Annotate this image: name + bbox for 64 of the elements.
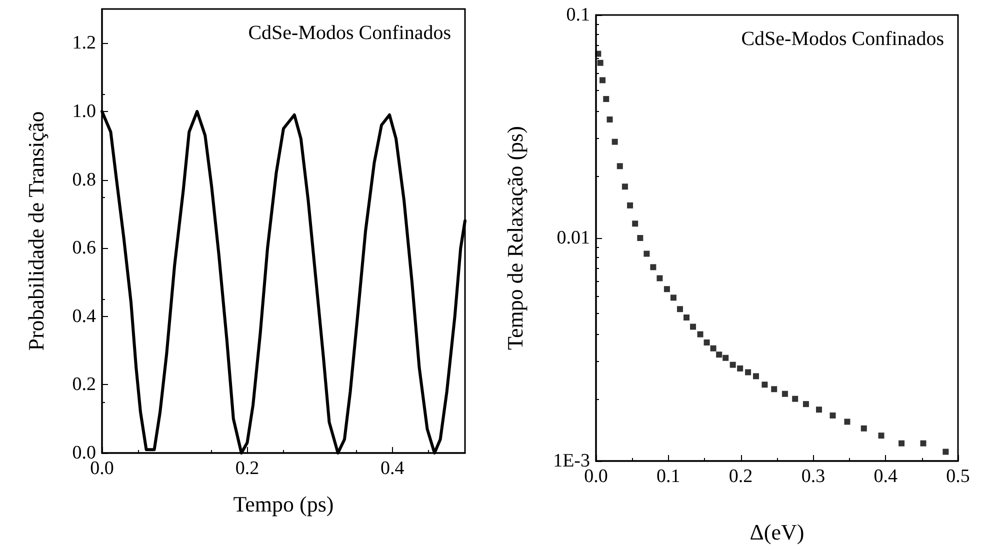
point — [860, 425, 867, 432]
x-tick-label: 0.2 — [235, 458, 260, 479]
x-tick-label: 0.4 — [380, 458, 405, 479]
point — [650, 264, 656, 270]
x-tick-label: 0.0 — [584, 466, 608, 487]
y-tick-label: 1.2 — [72, 32, 96, 54]
x-tick-label: 0.3 — [801, 466, 826, 487]
point — [632, 220, 638, 227]
x-tick-label: 0.2 — [728, 466, 753, 487]
point — [716, 352, 722, 358]
annotation: CdSe-Modos Confinados — [248, 22, 452, 44]
point — [597, 60, 604, 66]
x-tick-label: 0.5 — [946, 466, 970, 487]
point — [616, 163, 623, 170]
point — [690, 324, 696, 330]
point — [676, 306, 683, 312]
point — [730, 362, 736, 368]
point — [898, 440, 905, 446]
y-tick-label: 1.0 — [72, 100, 96, 122]
point — [762, 382, 768, 388]
point — [737, 365, 744, 372]
point — [782, 390, 788, 397]
point — [670, 294, 676, 301]
point — [684, 314, 690, 321]
point — [637, 235, 644, 241]
y-tick-label: 0.6 — [72, 238, 96, 259]
point — [697, 331, 704, 338]
point — [920, 440, 926, 446]
y-tick-label: 0.2 — [72, 374, 96, 396]
point — [600, 77, 606, 84]
point — [816, 406, 822, 413]
x-tick-label: 0.4 — [874, 466, 898, 487]
y-tick-label: 0.4 — [72, 306, 96, 327]
point — [844, 418, 850, 425]
point — [622, 184, 628, 190]
point — [942, 448, 949, 455]
point — [656, 275, 663, 282]
point — [606, 116, 613, 122]
point — [710, 345, 716, 352]
y-axis-title: Tempo de Relaxação (ps) — [502, 126, 528, 350]
point — [830, 412, 836, 418]
y-tick-label: 0.1 — [566, 4, 590, 26]
point — [802, 401, 809, 408]
x-tick-label: 0.1 — [656, 466, 680, 487]
annotation: CdSe-Modos Confinados — [741, 28, 944, 50]
point — [595, 50, 602, 57]
y-axis-title: Probabilidade de Transição — [24, 111, 48, 351]
point — [704, 339, 710, 346]
point — [745, 369, 752, 376]
x-tick-label: 0.0 — [90, 458, 114, 479]
point — [722, 354, 729, 361]
point — [612, 138, 618, 145]
point — [792, 396, 798, 402]
point — [627, 202, 634, 208]
point — [771, 386, 778, 392]
point — [644, 250, 650, 257]
point — [664, 286, 670, 292]
point — [878, 432, 884, 439]
y-tick-label: 0.8 — [72, 169, 96, 190]
point — [753, 373, 760, 380]
point — [603, 96, 610, 102]
y-tick-label: 0.01 — [556, 228, 590, 248]
x-axis-title: Δ(eV) — [750, 520, 804, 544]
x-axis-title: Tempo (ps) — [233, 492, 334, 516]
